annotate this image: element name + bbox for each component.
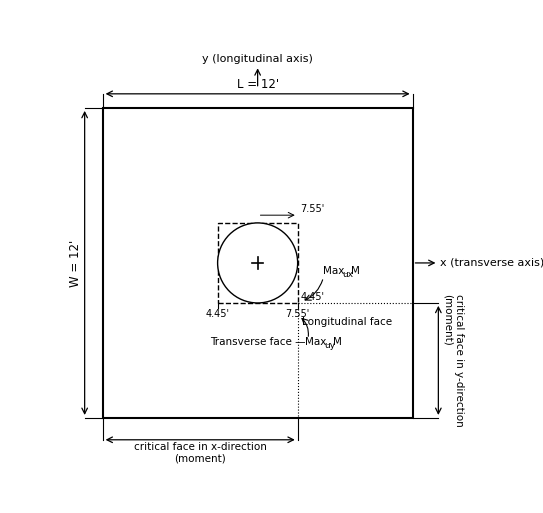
Text: x (transverse axis): x (transverse axis) <box>440 258 543 268</box>
Text: W = 12': W = 12' <box>68 239 81 287</box>
Text: Max. M: Max. M <box>324 266 361 276</box>
Text: critical face in x-direction
(moment): critical face in x-direction (moment) <box>134 442 267 464</box>
Circle shape <box>218 223 298 303</box>
Text: critical face in y-direction
(moment): critical face in y-direction (moment) <box>442 294 464 427</box>
Bar <box>218 223 298 303</box>
Text: Longitudinal face: Longitudinal face <box>301 317 392 327</box>
Text: 7.55': 7.55' <box>300 204 325 214</box>
Text: Transverse face —: Transverse face — <box>210 337 305 347</box>
Text: 4.45': 4.45' <box>300 292 324 302</box>
Text: ux: ux <box>342 270 353 279</box>
Text: 7.55': 7.55' <box>286 309 310 320</box>
Bar <box>103 108 413 418</box>
Text: Max. M: Max. M <box>305 337 342 347</box>
Text: y (longitudinal axis): y (longitudinal axis) <box>202 54 313 64</box>
Text: L = 12': L = 12' <box>237 78 279 91</box>
Text: 4.45': 4.45' <box>206 309 230 320</box>
Text: uy: uy <box>324 341 335 350</box>
